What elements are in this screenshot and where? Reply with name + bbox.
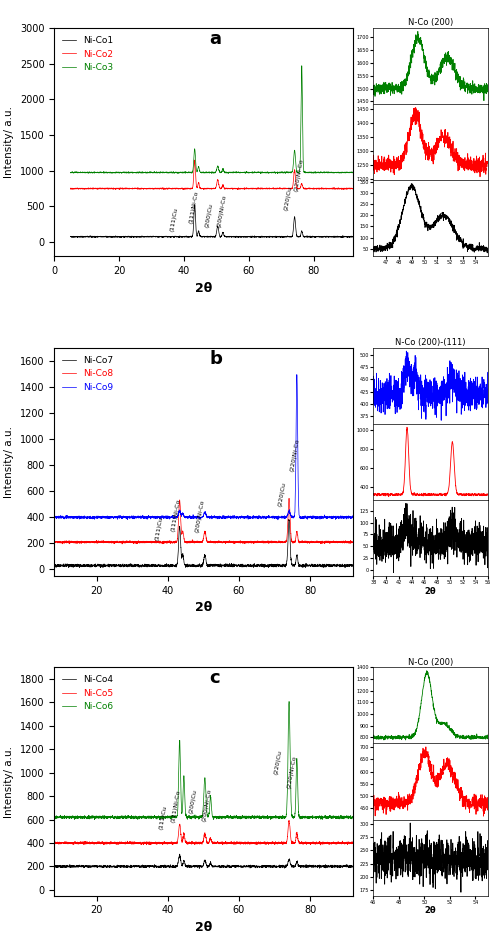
Y-axis label: Intensity/ a.u.: Intensity/ a.u. xyxy=(4,745,14,817)
Text: (111)Ni-Co: (111)Ni-Co xyxy=(170,498,181,532)
Text: (200)Ni-Co: (200)Ni-Co xyxy=(201,788,212,822)
Text: (111)Ni-Co: (111)Ni-Co xyxy=(189,189,200,224)
Text: (111)Cu: (111)Cu xyxy=(159,805,168,830)
Title: N-Co (200)-(111): N-Co (200)-(111) xyxy=(395,338,466,347)
X-axis label: 2θ: 2θ xyxy=(195,601,212,614)
Text: (220)Ni-Co: (220)Ni-Co xyxy=(289,438,300,471)
Text: (111)Ni-Co: (111)Ni-Co xyxy=(171,789,181,823)
Text: (111)Cu: (111)Cu xyxy=(169,207,178,232)
Text: (200)Cu: (200)Cu xyxy=(205,202,213,228)
Y-axis label: Intensity/ a.u.: Intensity/ a.u. xyxy=(4,425,14,498)
Text: (220)Cu: (220)Cu xyxy=(274,749,283,775)
Text: (220)Ni-Co: (220)Ni-Co xyxy=(293,158,304,192)
Legend: Ni-Co1, Ni-Co2, Ni-Co3: Ni-Co1, Ni-Co2, Ni-Co3 xyxy=(59,33,117,76)
Legend: Ni-Co7, Ni-Co8, Ni-Co9: Ni-Co7, Ni-Co8, Ni-Co9 xyxy=(59,352,117,396)
X-axis label: 2θ: 2θ xyxy=(195,282,212,295)
Y-axis label: Intensity/ a.u.: Intensity/ a.u. xyxy=(4,106,14,178)
Text: a: a xyxy=(210,30,221,48)
Text: b: b xyxy=(210,350,222,368)
Text: c: c xyxy=(210,669,220,688)
Text: (200)Ni-Co: (200)Ni-Co xyxy=(195,499,206,533)
Text: (220)Cu: (220)Cu xyxy=(278,481,286,507)
Text: (220)Ni-Co: (220)Ni-Co xyxy=(286,755,297,789)
X-axis label: 2θ: 2θ xyxy=(425,587,436,595)
Text: (220)Cu: (220)Cu xyxy=(283,186,293,212)
Text: (200)Cu: (200)Cu xyxy=(188,788,198,814)
X-axis label: 2θ: 2θ xyxy=(425,906,436,915)
X-axis label: 2θ: 2θ xyxy=(195,921,212,933)
Title: N-Co (200): N-Co (200) xyxy=(408,658,453,666)
Legend: Ni-Co4, Ni-Co5, Ni-Co6: Ni-Co4, Ni-Co5, Ni-Co6 xyxy=(59,672,117,715)
Text: (200)Ni-Co: (200)Ni-Co xyxy=(216,194,227,228)
Text: (111)Cu: (111)Cu xyxy=(154,516,163,541)
Title: N-Co (200): N-Co (200) xyxy=(408,19,453,27)
